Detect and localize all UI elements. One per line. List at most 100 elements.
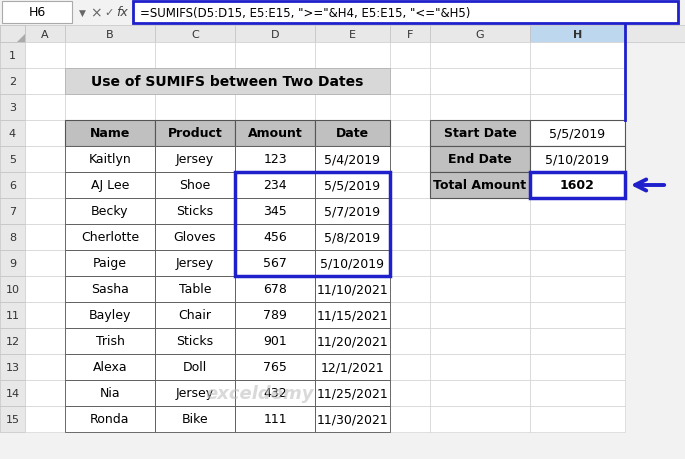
- Bar: [155, 328, 235, 354]
- Text: 11/20/2021: 11/20/2021: [316, 335, 388, 348]
- Bar: [315, 43, 390, 69]
- Bar: [235, 406, 315, 432]
- Text: Name: Name: [90, 127, 130, 140]
- Bar: [390, 121, 430, 147]
- Text: Use of SUMIFS between Two Dates: Use of SUMIFS between Two Dates: [91, 75, 364, 89]
- Bar: [430, 69, 530, 95]
- Bar: [315, 406, 390, 432]
- Bar: [390, 147, 430, 173]
- Text: ▼: ▼: [79, 8, 86, 17]
- Text: 5/10/2019: 5/10/2019: [545, 153, 610, 166]
- Text: fx: fx: [116, 6, 128, 19]
- Bar: [0, 406, 25, 432]
- Bar: [25, 26, 65, 43]
- Bar: [25, 224, 65, 251]
- Bar: [65, 380, 155, 406]
- Text: 567: 567: [263, 257, 287, 270]
- Bar: [390, 43, 430, 69]
- Bar: [65, 328, 155, 354]
- Bar: [530, 251, 625, 276]
- Bar: [390, 69, 430, 95]
- Text: End Date: End Date: [448, 153, 512, 166]
- Bar: [530, 276, 625, 302]
- Bar: [65, 199, 155, 224]
- Bar: [0, 0, 685, 26]
- Bar: [25, 251, 65, 276]
- Bar: [0, 121, 25, 147]
- Bar: [315, 328, 390, 354]
- Bar: [235, 276, 315, 302]
- Bar: [315, 69, 390, 95]
- Bar: [133, 2, 678, 24]
- Bar: [530, 147, 625, 173]
- Text: G: G: [475, 29, 484, 39]
- Bar: [25, 147, 65, 173]
- Bar: [65, 406, 155, 432]
- Bar: [25, 276, 65, 302]
- Bar: [235, 251, 315, 276]
- Bar: [155, 354, 235, 380]
- Bar: [65, 199, 155, 224]
- Text: ✓: ✓: [104, 8, 114, 18]
- Bar: [315, 121, 390, 147]
- Bar: [25, 69, 65, 95]
- Bar: [430, 276, 530, 302]
- Bar: [0, 69, 25, 95]
- Text: Jersey: Jersey: [176, 153, 214, 166]
- Bar: [430, 121, 530, 147]
- Text: 1602: 1602: [560, 179, 595, 192]
- Bar: [25, 380, 65, 406]
- Bar: [390, 406, 430, 432]
- Bar: [235, 199, 315, 224]
- Polygon shape: [17, 35, 25, 43]
- Bar: [430, 302, 530, 328]
- Bar: [235, 224, 315, 251]
- Bar: [530, 121, 625, 147]
- Bar: [65, 276, 155, 302]
- Text: 5/4/2019: 5/4/2019: [325, 153, 380, 166]
- Bar: [315, 380, 390, 406]
- Bar: [315, 276, 390, 302]
- Bar: [0, 354, 25, 380]
- Bar: [315, 354, 390, 380]
- Text: 11/15/2021: 11/15/2021: [316, 309, 388, 322]
- Bar: [315, 224, 390, 251]
- Text: 765: 765: [263, 361, 287, 374]
- Bar: [155, 43, 235, 69]
- Bar: [530, 354, 625, 380]
- Bar: [65, 251, 155, 276]
- Text: 5/10/2019: 5/10/2019: [321, 257, 384, 270]
- Bar: [155, 302, 235, 328]
- Text: Bayley: Bayley: [89, 309, 132, 322]
- Bar: [25, 354, 65, 380]
- Bar: [315, 354, 390, 380]
- Bar: [65, 121, 155, 147]
- Bar: [235, 328, 315, 354]
- Text: 234: 234: [263, 179, 287, 192]
- Bar: [155, 380, 235, 406]
- Bar: [65, 302, 155, 328]
- Text: Jersey: Jersey: [176, 386, 214, 400]
- Bar: [65, 26, 155, 43]
- Text: Doll: Doll: [183, 361, 207, 374]
- Bar: [530, 95, 625, 121]
- Bar: [65, 147, 155, 173]
- Text: E: E: [349, 29, 356, 39]
- Bar: [315, 406, 390, 432]
- Bar: [235, 406, 315, 432]
- Text: H: H: [573, 29, 582, 39]
- Bar: [430, 173, 530, 199]
- Text: 12/1/2021: 12/1/2021: [321, 361, 384, 374]
- Bar: [315, 199, 390, 224]
- Bar: [235, 173, 390, 276]
- Bar: [235, 354, 315, 380]
- Bar: [315, 276, 390, 302]
- Bar: [390, 302, 430, 328]
- Text: 5/7/2019: 5/7/2019: [325, 205, 381, 218]
- Bar: [530, 147, 625, 173]
- Bar: [155, 380, 235, 406]
- Text: Start Date: Start Date: [444, 127, 516, 140]
- Bar: [430, 354, 530, 380]
- Text: 11: 11: [5, 310, 19, 320]
- Bar: [390, 26, 430, 43]
